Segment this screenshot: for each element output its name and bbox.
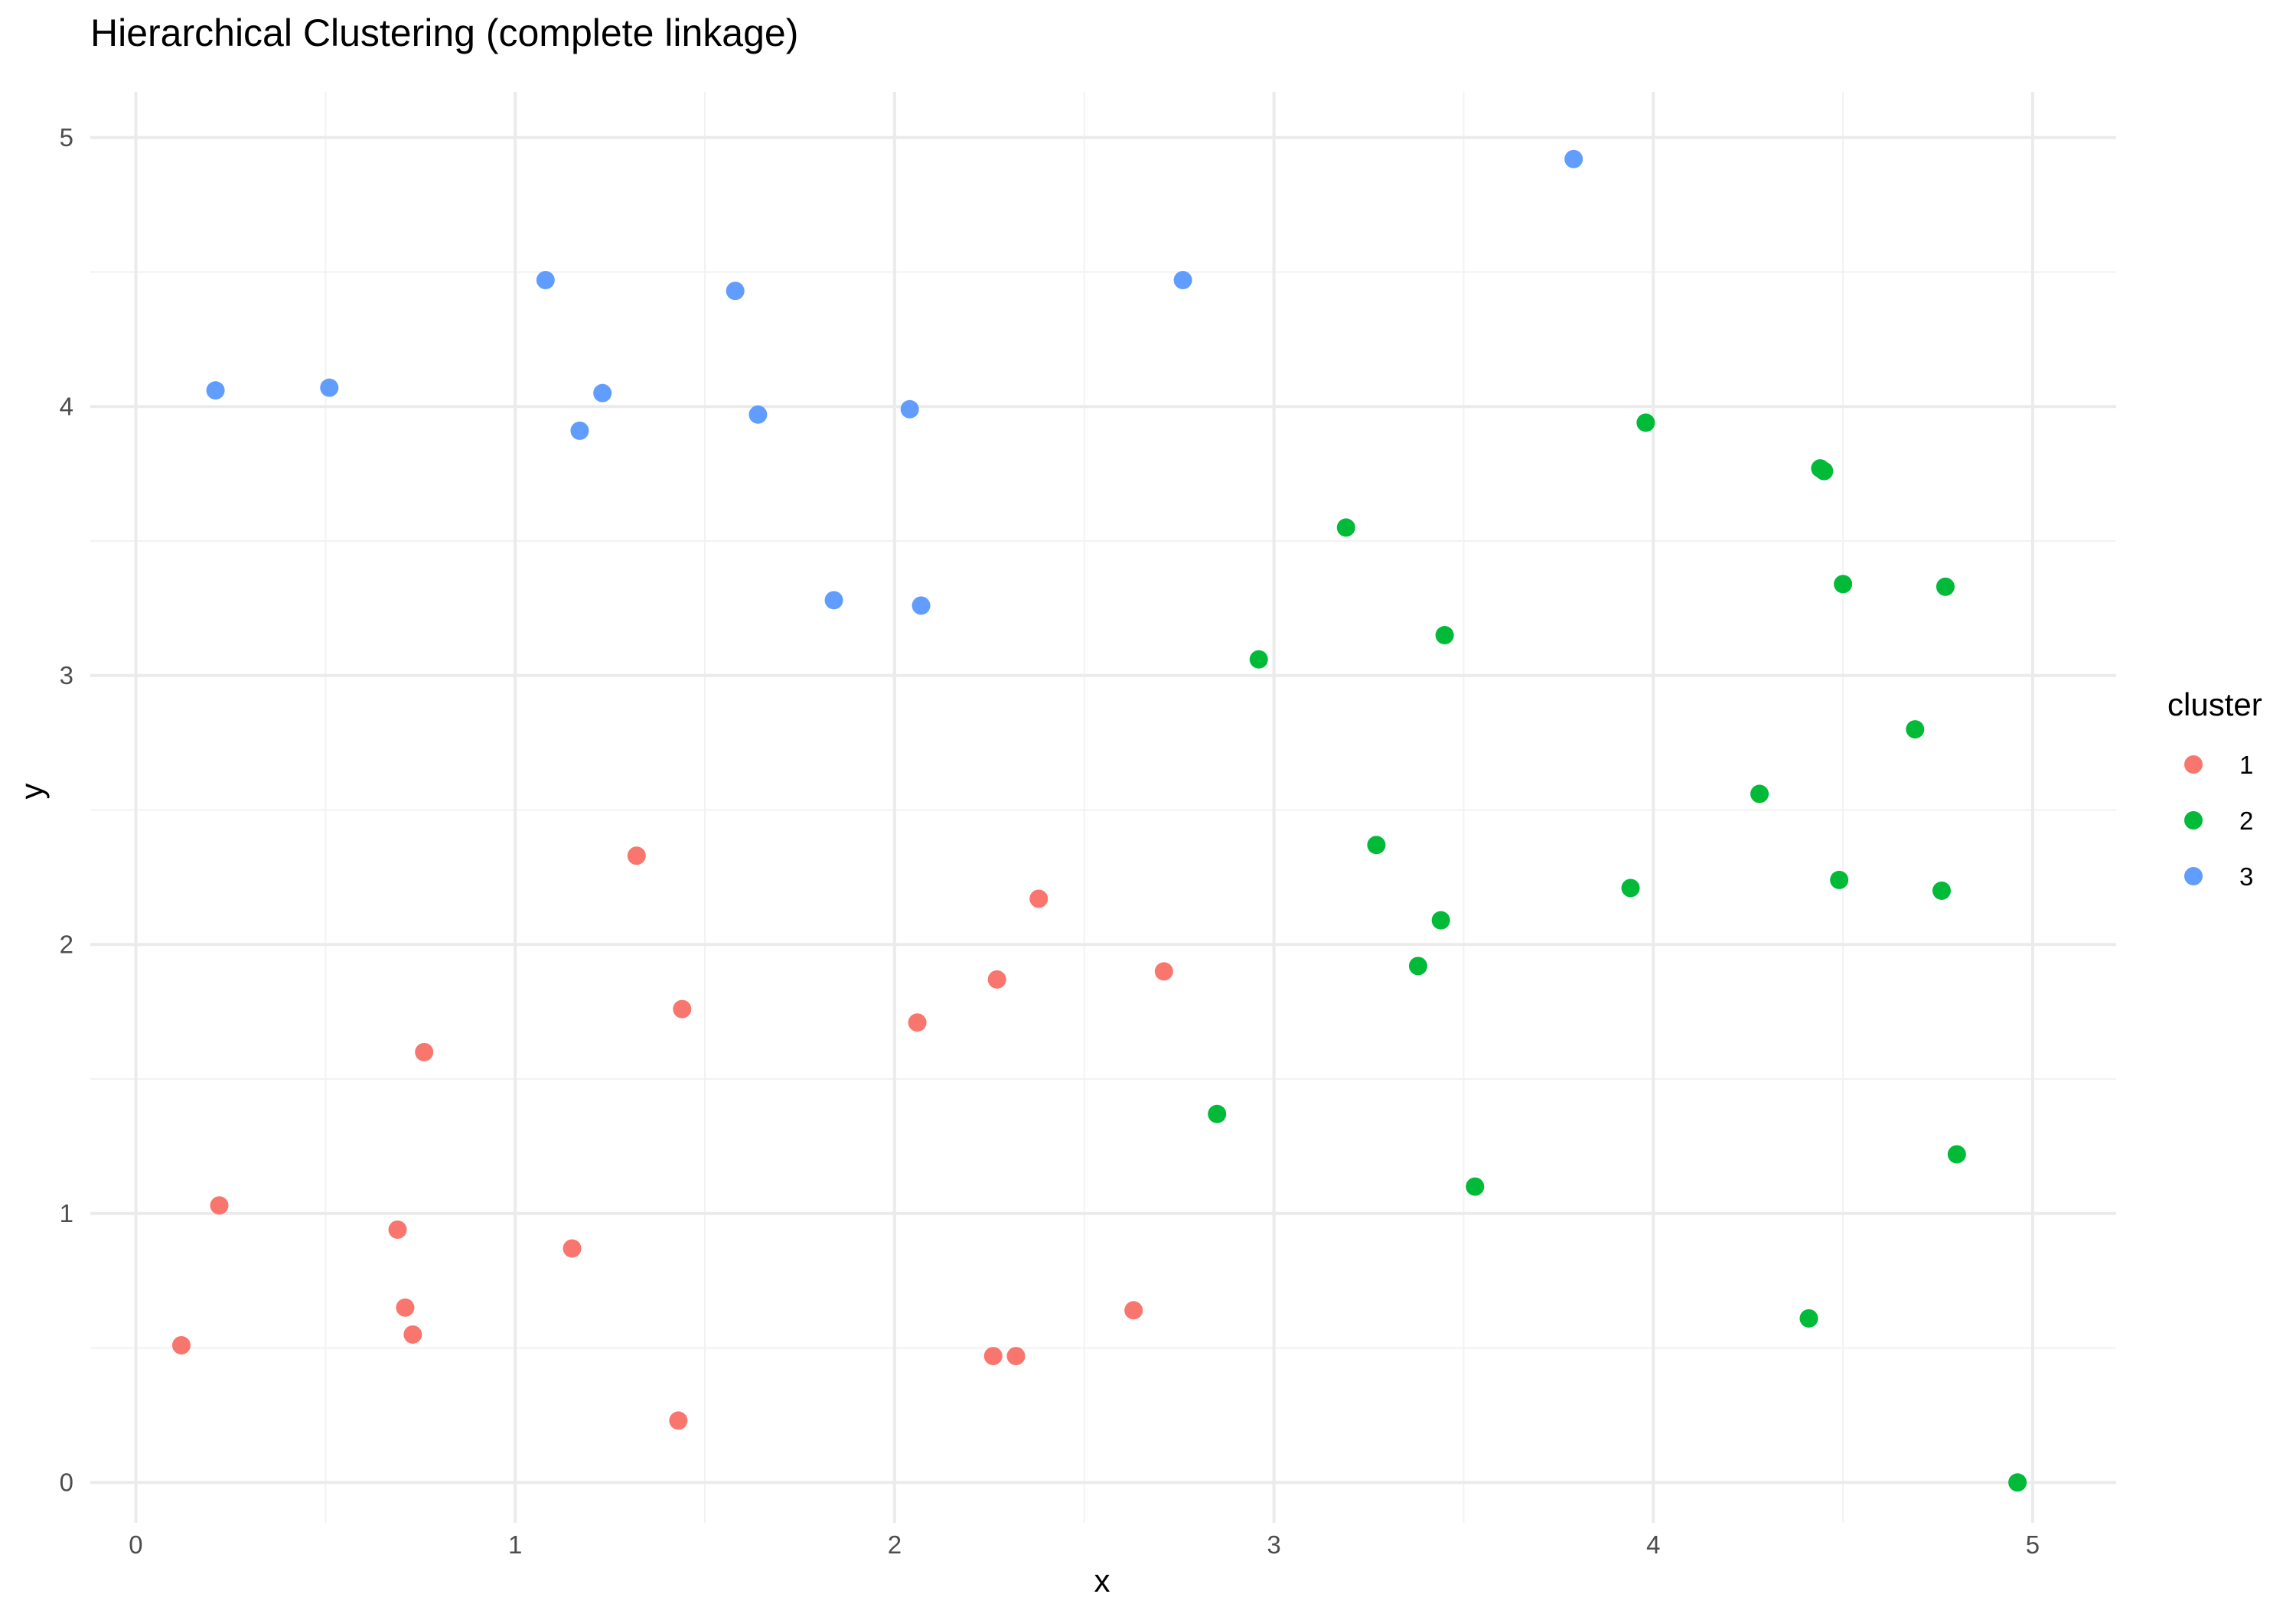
data-point-cluster-1 xyxy=(669,1411,688,1430)
data-point-cluster-1 xyxy=(1124,1301,1143,1320)
y-tick-label: 5 xyxy=(60,123,73,152)
data-point-cluster-1 xyxy=(210,1196,229,1215)
data-point-cluster-2 xyxy=(1947,1145,1966,1164)
data-point-cluster-1 xyxy=(987,970,1006,989)
data-point-cluster-1 xyxy=(415,1042,434,1061)
y-tick-label: 1 xyxy=(60,1199,73,1227)
data-points xyxy=(171,149,2027,1492)
y-axis-tick-labels: 0 1 2 3 4 5 xyxy=(60,123,73,1497)
data-point-cluster-2 xyxy=(1621,878,1640,898)
data-point-cluster-1 xyxy=(396,1298,415,1317)
data-point-cluster-2 xyxy=(1936,577,1955,596)
data-point-cluster-2 xyxy=(1799,1309,1818,1328)
legend-label-cluster-3: 3 xyxy=(2239,862,2253,891)
data-point-cluster-3 xyxy=(912,596,931,615)
data-point-cluster-2 xyxy=(2008,1473,2027,1492)
data-point-cluster-3 xyxy=(206,381,225,400)
minor-gridlines xyxy=(90,92,2116,1523)
x-tick-label: 4 xyxy=(1646,1530,1660,1559)
data-point-cluster-1 xyxy=(673,999,692,1019)
x-axis-title: x xyxy=(1094,1563,1110,1599)
data-point-cluster-1 xyxy=(1154,962,1173,981)
data-point-cluster-2 xyxy=(1750,784,1769,804)
data-point-cluster-2 xyxy=(1815,461,1834,481)
x-tick-label: 5 xyxy=(2026,1530,2040,1559)
data-point-cluster-2 xyxy=(1906,720,1925,739)
data-point-cluster-2 xyxy=(1431,911,1450,930)
data-point-cluster-1 xyxy=(388,1220,407,1239)
data-point-cluster-2 xyxy=(1336,518,1355,537)
data-point-cluster-2 xyxy=(1932,881,1951,900)
data-point-cluster-1 xyxy=(983,1347,1003,1366)
y-axis-title: y xyxy=(14,784,50,800)
data-point-cluster-1 xyxy=(1006,1347,1026,1366)
data-point-cluster-2 xyxy=(1466,1177,1485,1196)
data-point-cluster-3 xyxy=(824,591,843,610)
x-axis-tick-labels: 0 1 2 3 4 5 xyxy=(129,1530,2040,1559)
data-point-cluster-2 xyxy=(1367,836,1386,855)
x-tick-label: 3 xyxy=(1267,1530,1280,1559)
data-point-cluster-3 xyxy=(1564,149,1583,168)
legend: cluster 1 2 3 xyxy=(2167,686,2262,891)
legend-items: 1 2 3 xyxy=(2184,751,2253,891)
data-point-cluster-3 xyxy=(1173,271,1192,290)
y-tick-label: 2 xyxy=(60,930,73,958)
y-tick-label: 4 xyxy=(60,392,73,420)
data-point-cluster-3 xyxy=(570,421,589,440)
data-point-cluster-3 xyxy=(536,271,555,290)
data-point-cluster-2 xyxy=(1830,870,1849,889)
data-point-cluster-3 xyxy=(593,383,612,403)
legend-label-cluster-2: 2 xyxy=(2239,807,2253,835)
x-tick-label: 1 xyxy=(508,1530,522,1559)
data-point-cluster-1 xyxy=(171,1336,191,1355)
legend-key-cluster-1 xyxy=(2184,755,2203,774)
legend-key-cluster-2 xyxy=(2184,811,2203,830)
data-point-cluster-2 xyxy=(1249,650,1268,669)
data-point-cluster-1 xyxy=(563,1239,582,1258)
data-point-cluster-1 xyxy=(403,1325,422,1344)
legend-title: cluster xyxy=(2167,686,2262,722)
data-point-cluster-2 xyxy=(1834,575,1853,594)
data-point-cluster-1 xyxy=(1029,889,1049,908)
data-point-cluster-1 xyxy=(627,846,646,865)
y-tick-label: 0 xyxy=(60,1468,73,1496)
data-point-cluster-3 xyxy=(320,378,339,397)
data-point-cluster-2 xyxy=(1408,957,1427,976)
data-point-cluster-3 xyxy=(726,282,745,301)
data-point-cluster-3 xyxy=(748,405,768,424)
data-point-cluster-2 xyxy=(1208,1104,1227,1123)
data-point-cluster-2 xyxy=(1435,626,1454,645)
x-tick-label: 2 xyxy=(888,1530,902,1559)
data-point-cluster-3 xyxy=(900,399,919,419)
major-gridlines xyxy=(90,92,2116,1523)
legend-label-cluster-1: 1 xyxy=(2239,751,2253,779)
data-point-cluster-2 xyxy=(1636,413,1655,432)
data-point-cluster-1 xyxy=(908,1013,927,1032)
legend-key-cluster-3 xyxy=(2184,867,2203,885)
y-tick-label: 3 xyxy=(60,661,73,689)
x-tick-label: 0 xyxy=(129,1530,142,1559)
chart-title: Hierarchical Clustering (complete linkag… xyxy=(90,11,798,54)
